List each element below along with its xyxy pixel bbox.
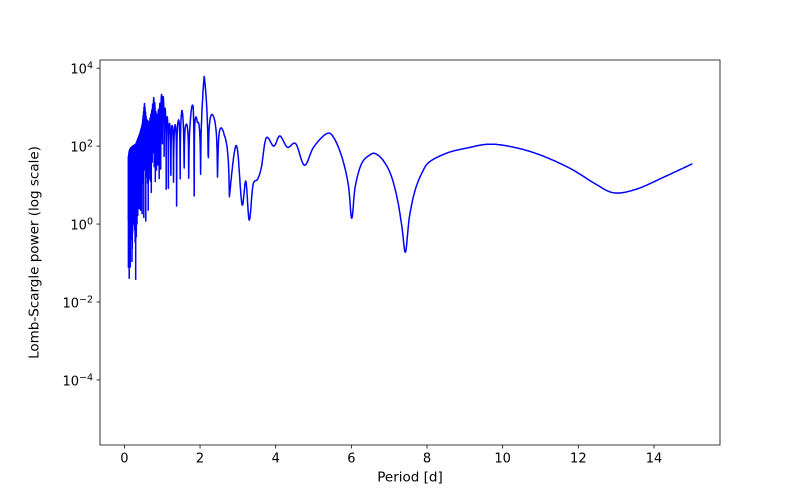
x-tick-label: 12: [570, 452, 587, 467]
curve-layer: [127, 75, 693, 281]
y-tick-label: 104: [70, 61, 93, 78]
x-tick-label: 2: [196, 452, 204, 467]
y-tick-label: 102: [70, 139, 93, 156]
x-tick-label: 14: [646, 452, 663, 467]
y-tick-label: 10−4: [62, 372, 93, 389]
x-tick-label: 6: [347, 452, 355, 467]
x-tick-label: 4: [272, 452, 280, 467]
x-tick-label: 0: [120, 452, 128, 467]
x-tick-label: 10: [494, 452, 511, 467]
y-tick-label: 100: [70, 217, 93, 234]
periodogram-line: [127, 75, 693, 281]
x-axis-label: Period [d]: [377, 470, 443, 486]
plot-spines: [99, 59, 721, 446]
x-tick-label: 8: [423, 452, 431, 467]
y-axis-label: Lomb-Scargle power (log scale): [27, 146, 43, 359]
y-tick-label: 10−2: [62, 294, 93, 311]
labels-layer: Period [d] Lomb-Scargle power (log scale…: [27, 146, 443, 485]
